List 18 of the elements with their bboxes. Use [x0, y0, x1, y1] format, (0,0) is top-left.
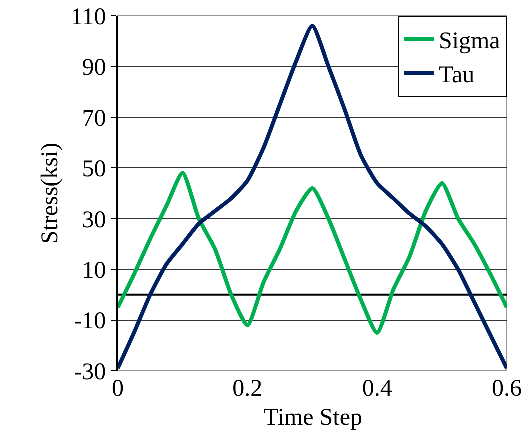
- y-axis-title: Stress(ksi): [38, 142, 64, 244]
- legend-label: Tau: [439, 62, 475, 89]
- x-axis-title: Time Step: [264, 405, 362, 431]
- line-series: [118, 24, 507, 370]
- y-tick-label: 70: [82, 106, 106, 132]
- x-tick-label: 0.4: [362, 376, 392, 402]
- y-tick-label: 110: [71, 4, 106, 30]
- y-tick-label: -30: [74, 359, 106, 386]
- y-tick-label: -10: [74, 308, 106, 335]
- x-tick-label: 0: [112, 376, 124, 402]
- x-tick-label: 0.2: [232, 376, 263, 402]
- legend-label: Sigma: [439, 28, 501, 54]
- y-tick-label: 30: [82, 207, 106, 234]
- line-series: [118, 171, 507, 335]
- x-tick-label: 0.6: [492, 376, 522, 402]
- y-tick-label: 90: [82, 55, 106, 82]
- y-tick-label: 10: [82, 258, 106, 284]
- y-tick-label: 50: [82, 156, 106, 183]
